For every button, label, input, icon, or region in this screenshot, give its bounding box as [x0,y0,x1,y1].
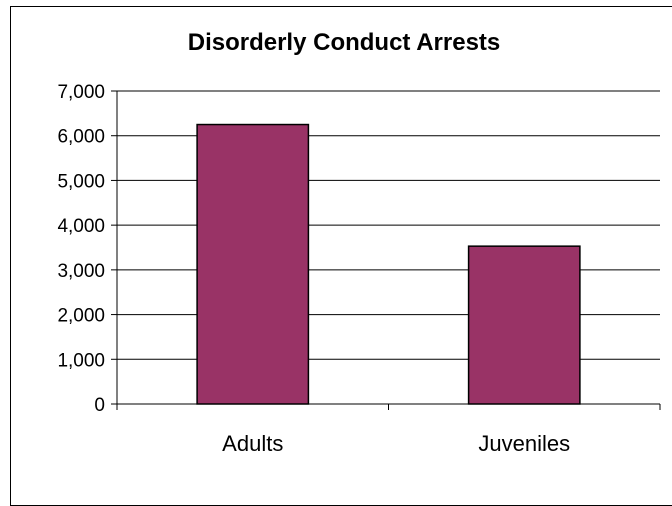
bar-juveniles [467,245,581,405]
bar-adults [196,123,310,405]
y-tick-label: 3,000 [57,261,105,282]
y-tick-label: 2,000 [57,306,105,327]
x-category-label: Adults [222,431,283,456]
bars [196,123,581,405]
y-tick-label: 0 [94,395,105,416]
y-tick-label: 7,000 [57,82,105,103]
x-category-labels: Adults Juveniles [222,431,570,456]
y-tick-label: 6,000 [57,127,105,148]
y-tick-labels: 0 1,000 2,000 3,000 4,000 5,000 6,000 7,000 [57,82,105,416]
y-tick-label: 1,000 [57,350,105,371]
bar-chart: Disorderly Conduct Arrests 0 1,000 2,000 3,… [57,29,661,456]
y-tick-label: 4,000 [57,216,105,237]
x-category-label: Juveniles [478,431,570,456]
y-tick-label: 5,000 [57,171,105,192]
axes [111,90,661,410]
chart-title: Disorderly Conduct Arrests [188,29,501,56]
